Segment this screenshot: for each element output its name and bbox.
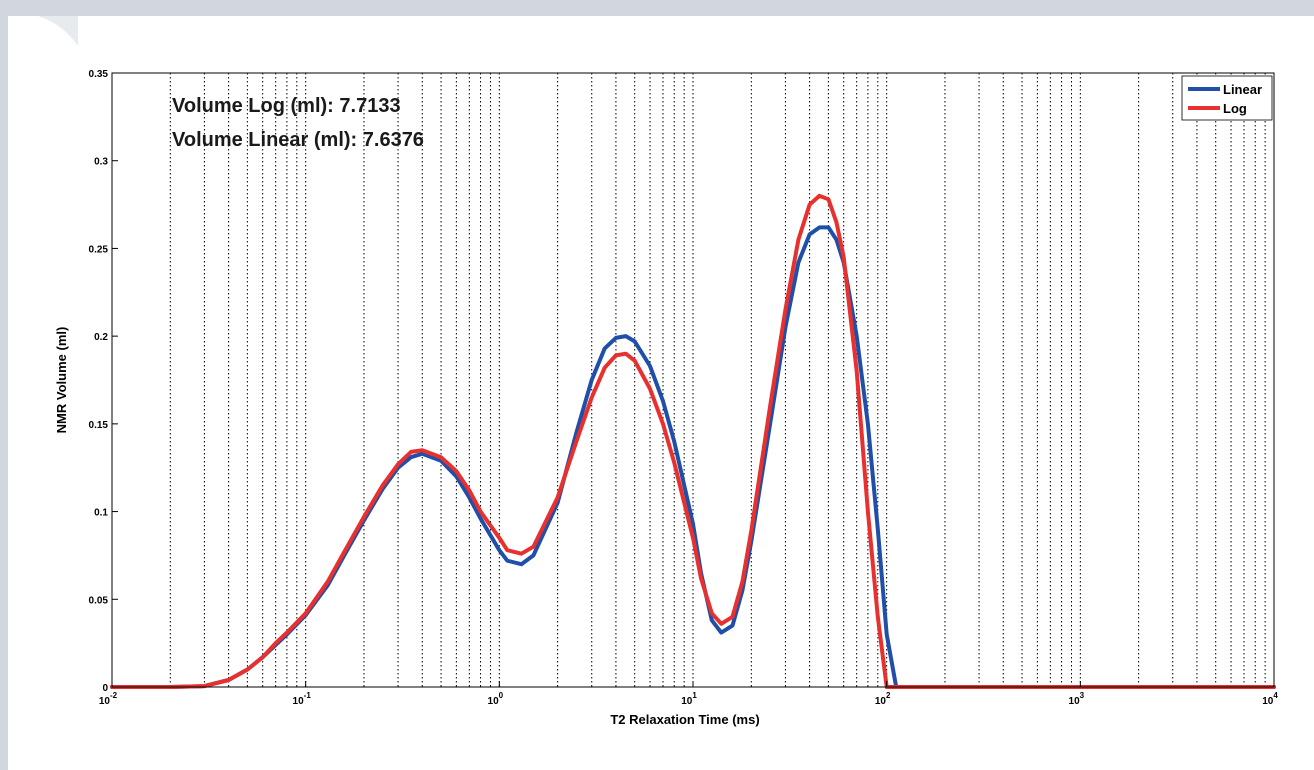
y-axis-label: NMR Volume (ml) bbox=[54, 327, 69, 434]
x-tick-label: 103 bbox=[1069, 691, 1085, 707]
nmr-chart: 0 0.05 0.1 0.15 0.2 0.25 0.3 0.35 10-2 10-1 100 101… bbox=[54, 69, 1279, 727]
volume-linear-annotation: Volume Linear (ml): 7.6376 bbox=[172, 129, 424, 151]
volume-log-annotation: Volume Log (ml): 7.7133 bbox=[172, 95, 401, 117]
grid bbox=[169, 73, 1266, 687]
series-line-log bbox=[110, 193, 1276, 689]
legend-label-log: Log bbox=[1223, 101, 1247, 116]
x-tick-label: 10-2 bbox=[99, 691, 118, 707]
page-curl-decoration bbox=[38, 16, 78, 46]
x-axis-label: T2 Relaxation Time (ms) bbox=[610, 712, 759, 727]
legend: Linear Log bbox=[1181, 75, 1273, 121]
y-tick-label: 0.1 bbox=[94, 508, 108, 519]
x-tick-label: 102 bbox=[875, 691, 891, 707]
legend-box bbox=[1181, 75, 1273, 121]
legend-label-linear: Linear bbox=[1223, 82, 1262, 97]
y-tick-label: 0.2 bbox=[94, 332, 108, 343]
x-tick-label: 10-1 bbox=[293, 691, 312, 707]
ticks: 0 0.05 0.1 0.15 0.2 0.25 0.3 0.35 10-2 10-1 100 101… bbox=[89, 69, 1279, 707]
x-tick-label: 101 bbox=[681, 691, 697, 707]
x-tick-label: 104 bbox=[1262, 691, 1278, 707]
y-tick-label: 0 bbox=[102, 683, 108, 694]
y-tick-label: 0.05 bbox=[89, 595, 109, 606]
y-tick-label: 0.35 bbox=[89, 69, 109, 80]
y-tick-label: 0.3 bbox=[94, 157, 108, 168]
x-tick-label: 100 bbox=[488, 691, 504, 707]
chart-frame: 0 0.05 0.1 0.15 0.2 0.25 0.3 0.35 10-2 10-1 100 101… bbox=[8, 16, 1314, 770]
y-tick-label: 0.25 bbox=[89, 244, 109, 255]
y-tick-label: 0.15 bbox=[89, 420, 109, 431]
series-layer bbox=[110, 193, 1276, 689]
